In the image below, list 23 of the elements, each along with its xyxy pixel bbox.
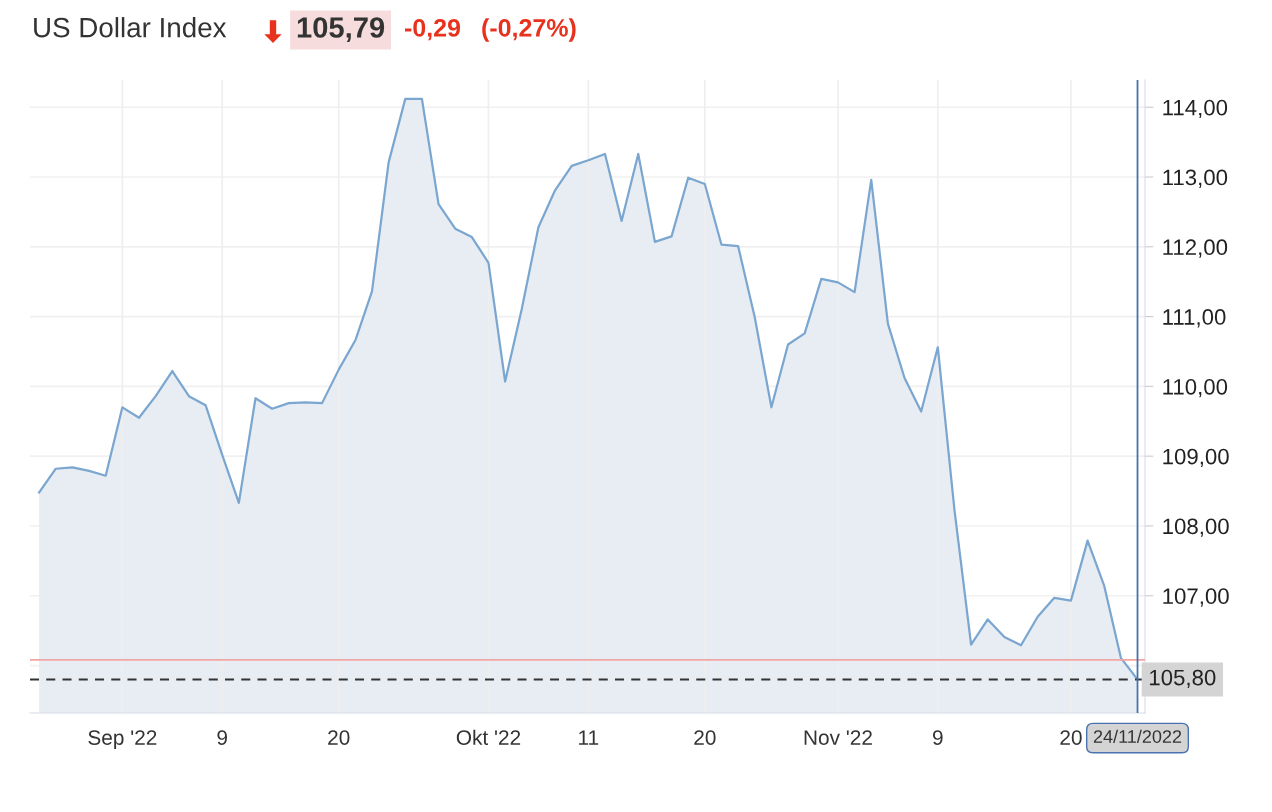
y-tick-label: 112,00 <box>1163 239 1228 258</box>
chart-title: US Dollar Index <box>34 17 227 38</box>
x-tick-label: 20 <box>328 730 350 745</box>
x-tick-label: Okt '22 <box>456 729 521 745</box>
x-tick-label: Sep '22 <box>88 730 157 750</box>
x-tick-label: 24/11/2022 <box>1093 729 1182 743</box>
x-tick-label: Nov '22 <box>804 730 872 745</box>
y-tick-label: 110,00 <box>1163 378 1228 398</box>
y-tick-label: 107,00 <box>1163 588 1229 607</box>
y-tick-label: 111,00 <box>1163 309 1226 328</box>
x-tick-label: 20 <box>694 730 716 745</box>
x-tick-label: 9 <box>217 730 228 745</box>
text: 105,79 <box>297 17 385 43</box>
ref-line-label: 105,80 <box>1150 669 1216 689</box>
y-tick-label: 114,00 <box>1163 99 1228 119</box>
x-tick-label: 9 <box>932 730 943 745</box>
x-tick-label: 20 <box>1060 730 1082 745</box>
text: -0,29 <box>404 19 461 41</box>
x-tick-label: 11 <box>579 730 599 745</box>
y-tick-label: 108,00 <box>1163 518 1229 537</box>
y-tick-label: 113,00 <box>1163 169 1228 188</box>
text: (-0,27%) <box>482 18 576 42</box>
y-tick-label: 109,00 <box>1163 448 1229 468</box>
